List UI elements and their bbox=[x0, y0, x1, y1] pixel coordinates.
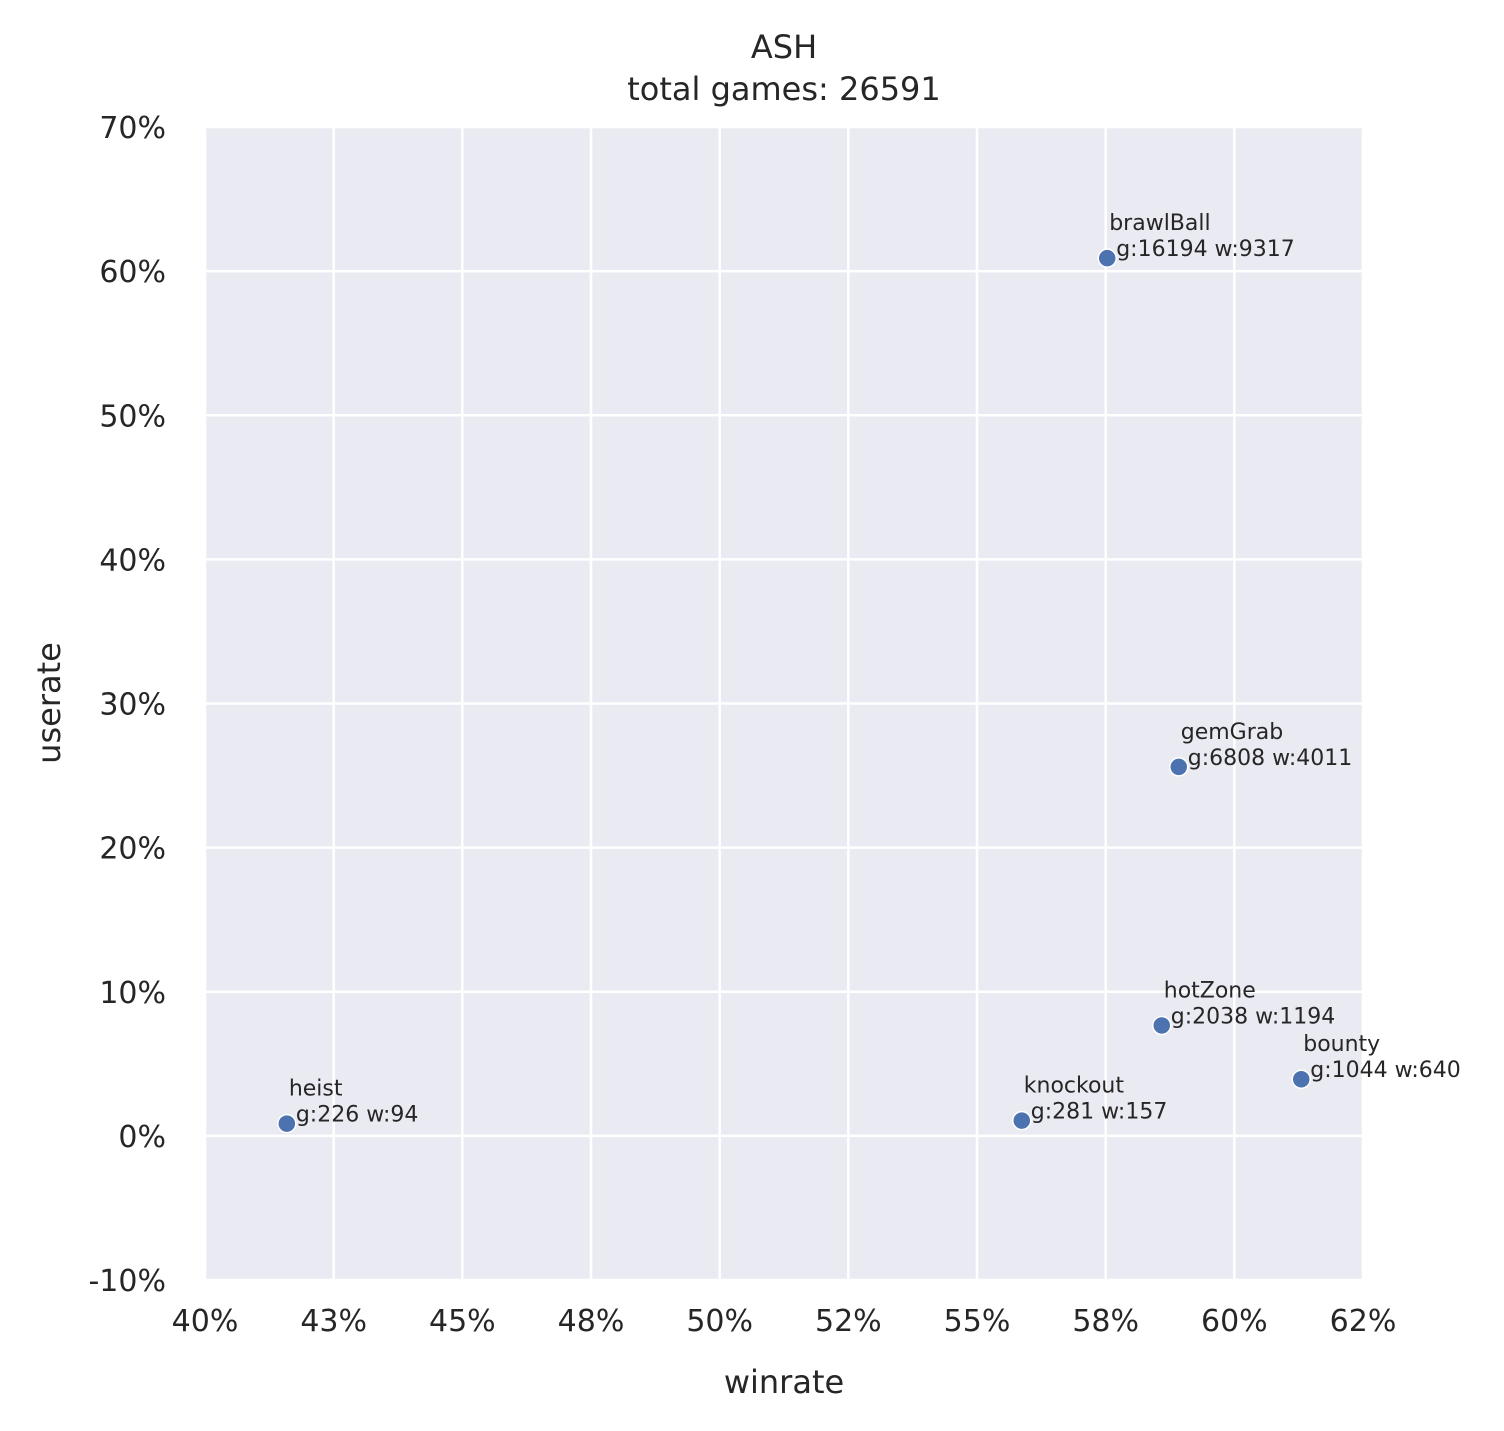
x-tick-label: 45% bbox=[429, 1304, 496, 1339]
x-tick-label: 48% bbox=[558, 1304, 625, 1339]
x-tick-label: 62% bbox=[1330, 1304, 1397, 1339]
x-tick-label: 43% bbox=[300, 1304, 367, 1339]
y-tick-label: 70% bbox=[99, 111, 166, 146]
x-tick-label: 58% bbox=[1072, 1304, 1139, 1339]
scatter-point bbox=[1291, 1069, 1311, 1089]
scatter-point bbox=[1152, 1015, 1172, 1036]
x-tick-label: 55% bbox=[944, 1304, 1011, 1339]
data-points bbox=[277, 248, 1311, 1134]
scatter-point bbox=[1012, 1110, 1032, 1131]
scatter-point bbox=[1097, 248, 1117, 268]
y-tick-label: 0% bbox=[118, 1120, 166, 1155]
point-name-label: knockout bbox=[1024, 1074, 1125, 1099]
point-stats-label: g:2038 w:1194 bbox=[1171, 1004, 1336, 1029]
point-name-label: bounty bbox=[1303, 1032, 1380, 1057]
y-tick-label: 60% bbox=[99, 255, 166, 290]
y-tick-label: -10% bbox=[88, 1264, 166, 1299]
y-axis-label: userate bbox=[30, 642, 68, 764]
x-tick-label: 40% bbox=[172, 1304, 239, 1339]
point-stats-label: g:6808 w:4011 bbox=[1188, 746, 1353, 771]
x-tick-label: 60% bbox=[1201, 1304, 1268, 1339]
x-tick-label: 52% bbox=[815, 1304, 882, 1339]
point-name-label: heist bbox=[289, 1077, 343, 1102]
x-axis-label: winrate bbox=[724, 1363, 844, 1401]
y-tick-label: 50% bbox=[99, 399, 166, 434]
point-name-label: hotZone bbox=[1164, 978, 1256, 1003]
chart-subtitle: total games: 26591 bbox=[627, 70, 941, 108]
grid-lines bbox=[203, 125, 1365, 1282]
x-axis-ticks: 40% 43% 45% 48% 50% 52% 55% 58% 60% 62% bbox=[172, 1304, 1397, 1339]
y-tick-label: 20% bbox=[99, 832, 166, 867]
scatter-point bbox=[277, 1113, 297, 1134]
point-stats-label: g:1044 w:640 bbox=[1310, 1058, 1461, 1083]
y-tick-label: 30% bbox=[99, 688, 166, 723]
y-tick-label: 40% bbox=[99, 543, 166, 578]
point-stats-label: g:16194 w:9317 bbox=[1116, 237, 1295, 262]
x-tick-label: 50% bbox=[686, 1304, 753, 1339]
point-stats-label: g:226 w:94 bbox=[296, 1103, 419, 1128]
chart-title: ASH bbox=[751, 28, 817, 66]
point-name-label: gemGrab bbox=[1181, 720, 1283, 745]
y-axis-ticks: -10% 0% 10% 20% 30% 40% 50% 60% 70% bbox=[88, 111, 166, 1299]
scatter-point bbox=[1168, 757, 1189, 777]
point-stats-label: g:281 w:157 bbox=[1031, 1100, 1168, 1125]
point-name-label: brawlBall bbox=[1109, 211, 1210, 236]
y-tick-label: 10% bbox=[99, 976, 166, 1011]
